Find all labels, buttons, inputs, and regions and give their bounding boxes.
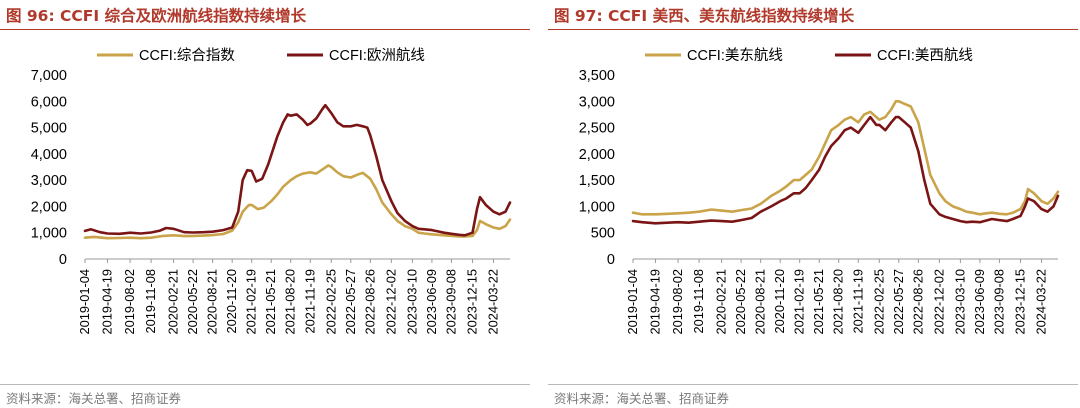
x-tick-label: 2021-08-20 [831,269,846,334]
x-tick-label: 2021-02-19 [244,269,259,334]
title-underline [548,29,1078,30]
series-line [631,100,1060,216]
x-tick-label: 2022-12-02 [383,269,398,334]
x-tick-label: 2020-05-22 [185,269,200,334]
chart-title: 图 97: CCFI 美西、美东航线指数持续增长 [554,7,855,25]
y-tick-label: 3,000 [579,94,615,110]
y-tick-label: 2,000 [579,147,615,163]
x-tick-label: 2023-09-08 [443,269,458,334]
source-note: 资料来源：海关总署、招商证券 [554,391,730,406]
x-tick-label: 2020-11-20 [224,269,239,334]
y-tick-label: 6,000 [31,94,67,110]
x-tick-label: 2019-08-02 [122,269,137,334]
x-tick-label: 2023-12-15 [464,269,479,334]
x-tick-label: 2024-03-22 [1033,269,1048,334]
source-note: 资料来源：海关总署、招商证券 [6,391,182,406]
x-tick-label: 2021-08-20 [283,269,298,334]
y-tick-label: 5,000 [31,121,67,137]
chart-title: 图 96: CCFI 综合及欧洲航线指数持续增长 [6,7,307,25]
x-tick-label: 2020-02-21 [166,269,181,334]
y-tick-label: 0 [607,252,615,268]
x-tick-label: 2021-05-21 [263,269,278,334]
y-tick-label: 4,000 [31,147,67,163]
legend-label: CCFI:综合指数 [139,47,235,64]
x-tick-label: 2021-05-21 [811,269,826,334]
line-chart-ccfi-us: 0 500 1,000 1,500 2,000 2,500 3,000 3,500 2019-0… [579,47,1060,334]
x-tick-label: 2021-02-19 [792,269,807,334]
x-tick-label: 2022-08-26 [362,269,377,334]
y-tick-label: 3,000 [31,173,67,189]
x-tick-label: 2023-06-09 [424,269,439,334]
y-tick-label: 500 [591,226,615,242]
x-tick-label: 2022-12-02 [931,269,946,334]
series-line [631,115,1060,225]
x-tick-label: 2023-03-10 [404,269,419,334]
y-tick-label: 0 [59,252,67,268]
series-line [83,103,512,237]
x-tick-label: 2022-05-27 [343,269,358,334]
chart-panel-ccfi-europe: 图 96: CCFI 综合及欧洲航线指数持续增长 0 1,000 2,000 3,00… [0,0,530,408]
y-tick-label: 3,500 [579,68,615,84]
x-tick-label: 2020-02-21 [714,269,729,334]
legend-label: CCFI:美东航线 [687,47,783,64]
y-tick-label: 1,000 [31,226,67,242]
x-tick-label: 2021-11-19 [850,269,865,334]
title-underline [0,29,530,30]
legend-label: CCFI:欧洲航线 [329,47,425,64]
x-tick-label: 2022-02-25 [323,269,338,334]
x-tick-label: 2020-11-20 [772,269,787,334]
y-tick-label: 1,500 [579,173,615,189]
x-tick-label: 2019-01-04 [625,269,640,334]
y-tick-label: 2,500 [579,121,615,137]
source-divider [548,384,1078,385]
x-tick-label: 2023-12-15 [1012,269,1027,334]
y-tick-label: 2,000 [31,199,67,215]
x-tick-label: 2019-11-08 [143,269,158,334]
x-tick-label: 2022-02-25 [871,269,886,334]
x-tick-label: 2024-03-22 [485,269,500,334]
x-tick-label: 2019-11-08 [691,269,706,334]
legend-label: CCFI:美西航线 [877,47,973,64]
x-tick-label: 2023-09-08 [991,269,1006,334]
y-tick-label: 1,000 [579,199,615,215]
x-tick-label: 2020-08-21 [205,269,220,334]
x-tick-label: 2019-04-19 [100,269,115,334]
line-chart-ccfi-europe: 0 1,000 2,000 3,000 4,000 5,000 6,000 7,000 2019… [31,47,512,334]
x-tick-label: 2023-03-10 [952,269,967,334]
series-line [83,164,512,240]
x-tick-label: 2022-08-26 [910,269,925,334]
x-tick-label: 2020-05-22 [733,269,748,334]
x-tick-label: 2019-01-04 [77,269,92,334]
x-tick-label: 2020-08-21 [753,269,768,334]
y-tick-label: 7,000 [31,68,67,84]
x-tick-label: 2023-06-09 [972,269,987,334]
chart-panel-ccfi-us: 图 97: CCFI 美西、美东航线指数持续增长 0 500 1,000 1,500 2… [548,0,1078,408]
x-tick-label: 2019-04-19 [648,269,663,334]
source-divider [0,384,530,385]
x-tick-label: 2022-05-27 [891,269,906,334]
x-tick-label: 2019-08-02 [670,269,685,334]
x-tick-label: 2021-11-19 [302,269,317,334]
